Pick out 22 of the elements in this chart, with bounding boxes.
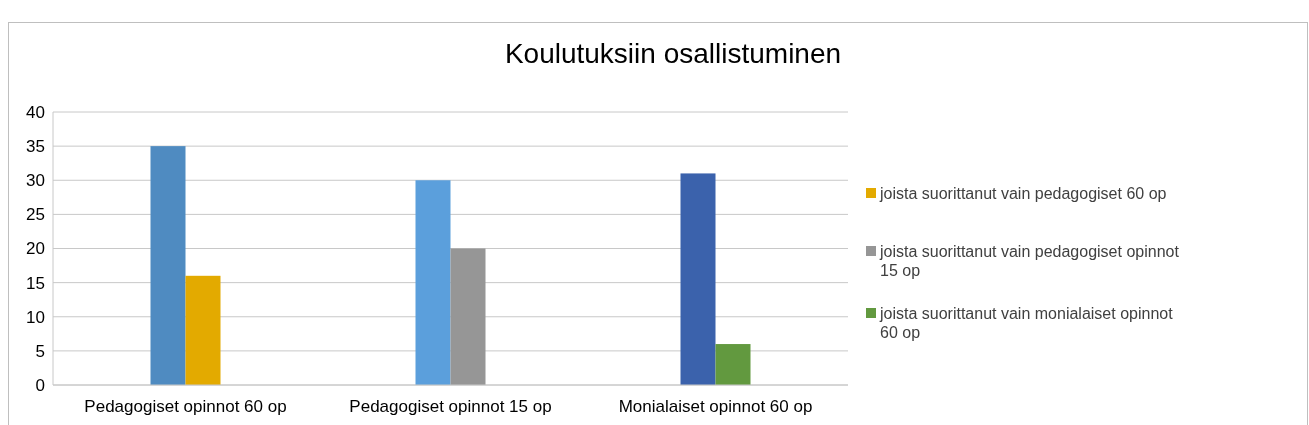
y-tick-label: 35 xyxy=(26,137,45,157)
legend-label: joista suorittanut vain monialaiset opinnot 60 op xyxy=(879,304,1174,341)
y-tick-label: 20 xyxy=(26,239,45,259)
bar xyxy=(415,180,451,385)
x-tick-label: Pedagogiset opinnot 15 op xyxy=(349,397,552,416)
bar xyxy=(185,275,221,385)
legend-label: joista suorittanut vain pedagogiset 60 op xyxy=(879,184,1167,202)
y-tick-label: 10 xyxy=(26,307,45,327)
x-tick-label: Monialaiset opinnot 60 op xyxy=(618,397,813,416)
bar xyxy=(715,344,751,385)
y-tick-label: 25 xyxy=(26,205,45,225)
y-tick-label: 0 xyxy=(35,375,45,395)
y-tick-label: 5 xyxy=(35,341,45,361)
y-tick-label: 40 xyxy=(26,102,45,122)
bar xyxy=(150,146,186,385)
bar xyxy=(680,173,716,385)
x-tick-label: Pedagogiset opinnot 60 op xyxy=(84,397,287,416)
y-tick-label: 15 xyxy=(26,273,45,293)
y-tick-label: 30 xyxy=(26,171,45,191)
legend-label: joista suorittanut vain pedagogiset opinnot 15 op xyxy=(879,242,1180,279)
bar xyxy=(450,248,486,385)
chart-title: Koulutuksiin osallistuminen xyxy=(504,38,842,69)
